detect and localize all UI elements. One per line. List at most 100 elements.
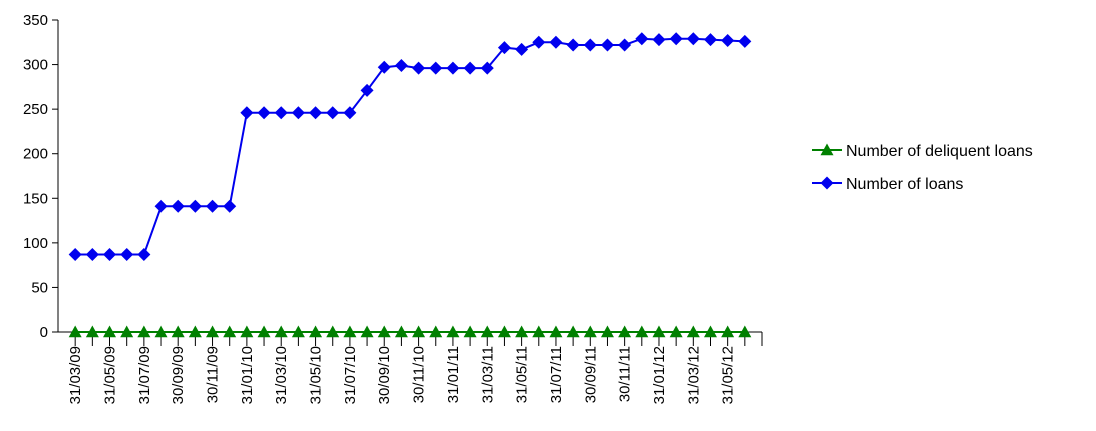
data-point-triangle <box>820 143 834 156</box>
data-point-triangle <box>429 325 443 338</box>
data-point-triangle <box>463 325 477 338</box>
data-point-diamond <box>463 61 477 75</box>
x-tick-label: 31/03/11 <box>479 346 496 403</box>
data-point-triangle <box>103 325 117 338</box>
x-tick-label: 30/11/11 <box>617 346 634 402</box>
data-point-triangle <box>171 325 185 338</box>
data-point-triangle <box>291 325 305 338</box>
x-tick-label: 31/03/10 <box>273 346 290 404</box>
data-point-triangle <box>738 325 752 338</box>
x-tick-label: 30/11/10 <box>411 346 428 403</box>
data-point-diamond <box>532 35 546 49</box>
data-point-diamond <box>446 61 460 75</box>
legend-label: Number of deliquent loans <box>846 143 1033 160</box>
data-point-diamond <box>120 247 134 261</box>
y-axis-ticks: 0 50 100 150 200 250 300 350 <box>23 12 58 341</box>
data-point-diamond <box>721 34 735 48</box>
legend-item: Number of loans <box>812 176 963 193</box>
series-number-of-deliquent-loans <box>68 325 752 338</box>
data-point-diamond <box>171 199 185 213</box>
x-tick-label: 31/03/12 <box>685 346 702 404</box>
data-point-triangle <box>566 325 580 338</box>
data-point-diamond <box>515 42 529 56</box>
data-point-diamond <box>566 38 580 52</box>
y-tick-label: 150 <box>23 190 48 207</box>
data-point-diamond <box>85 247 99 261</box>
x-tick-label: 31/05/12 <box>720 346 737 404</box>
data-point-triangle <box>85 325 99 338</box>
data-point-diamond <box>820 176 834 190</box>
data-point-diamond <box>377 60 391 74</box>
data-point-triangle <box>206 325 220 338</box>
data-point-diamond <box>600 38 614 52</box>
data-point-diamond <box>240 106 254 120</box>
x-tick-label: 31/01/11 <box>445 346 462 403</box>
data-point-diamond <box>103 247 117 261</box>
legend: Number of deliquent loans Number of loans <box>812 143 1033 193</box>
data-point-diamond <box>291 106 305 120</box>
data-point-diamond <box>583 38 597 52</box>
data-point-diamond <box>188 199 202 213</box>
data-point-triangle <box>703 325 717 338</box>
data-point-triangle <box>68 325 82 338</box>
data-point-diamond <box>635 32 649 46</box>
series-number-of-loans <box>68 32 752 261</box>
data-point-diamond <box>429 61 443 75</box>
data-point-triangle <box>360 325 374 338</box>
y-tick-label: 350 <box>23 12 48 29</box>
data-point-diamond <box>669 32 683 46</box>
data-point-triangle <box>635 325 649 338</box>
data-point-diamond <box>309 106 323 120</box>
data-point-triangle <box>326 325 340 338</box>
data-point-triangle <box>652 325 666 338</box>
series-line <box>75 37 745 256</box>
x-tick-label: 31/05/09 <box>102 346 119 404</box>
data-point-triangle <box>188 325 202 338</box>
x-tick-label: 31/03/09 <box>67 346 84 404</box>
data-point-diamond <box>137 247 151 261</box>
data-point-triangle <box>412 325 426 338</box>
x-tick-label: 31/01/10 <box>239 346 256 404</box>
data-point-diamond <box>686 32 700 46</box>
data-point-triangle <box>600 325 614 338</box>
data-point-triangle <box>686 325 700 338</box>
data-point-diamond <box>360 83 374 97</box>
data-point-triangle <box>394 325 408 338</box>
y-tick-label: 100 <box>23 235 48 252</box>
data-point-triangle <box>480 325 494 338</box>
x-tick-label: 31/05/11 <box>514 346 531 403</box>
data-point-diamond <box>703 33 717 47</box>
series-lines <box>68 32 752 338</box>
data-point-diamond <box>68 247 82 261</box>
x-tick-label: 31/07/11 <box>548 346 565 403</box>
data-point-triangle <box>274 325 288 338</box>
data-point-diamond <box>394 58 408 72</box>
data-point-triangle <box>120 325 134 338</box>
data-point-triangle <box>532 325 546 338</box>
x-tick-label: 31/01/12 <box>651 346 668 404</box>
data-point-triangle <box>137 325 151 338</box>
data-point-triangle <box>257 325 271 338</box>
data-point-triangle <box>240 325 254 338</box>
data-point-triangle <box>446 325 460 338</box>
data-point-diamond <box>257 106 271 120</box>
data-point-diamond <box>326 106 340 120</box>
x-axis-ticks: 31/03/09 31/05/09 31/07/09 30/09/09 30/11/09… <box>67 332 763 404</box>
y-tick-label: 300 <box>23 57 48 74</box>
y-tick-label: 0 <box>40 324 48 341</box>
data-point-triangle <box>618 325 632 338</box>
data-point-triangle <box>583 325 597 338</box>
data-point-diamond <box>652 33 666 47</box>
data-point-diamond <box>223 199 237 213</box>
data-point-diamond <box>618 38 632 52</box>
x-tick-label: 31/07/09 <box>136 346 153 404</box>
data-point-diamond <box>480 61 494 75</box>
data-point-diamond <box>206 199 220 213</box>
data-point-triangle <box>343 325 357 338</box>
data-point-triangle <box>223 325 237 338</box>
x-tick-label: 30/09/09 <box>170 346 187 404</box>
x-tick-label: 31/07/10 <box>342 346 359 404</box>
data-point-triangle <box>377 325 391 338</box>
data-point-triangle <box>669 325 683 338</box>
